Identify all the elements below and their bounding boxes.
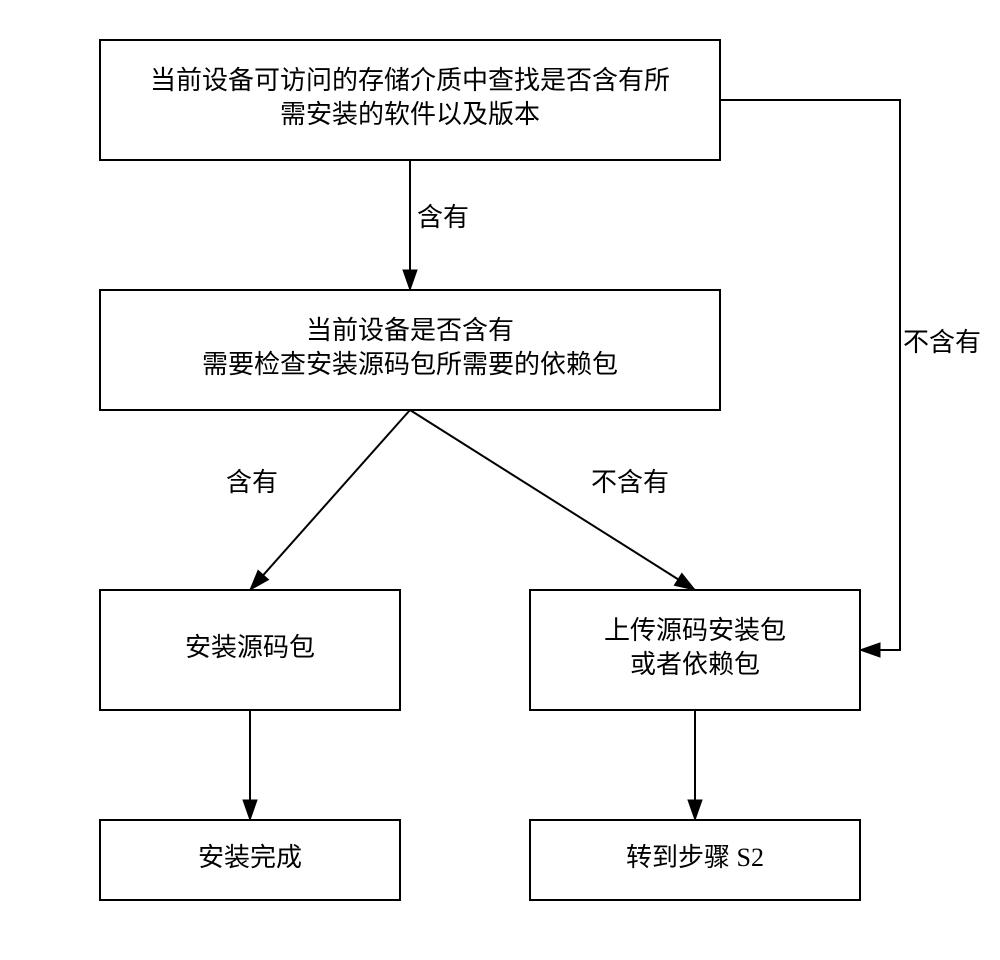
arrowhead-e5 — [243, 800, 257, 820]
edge-e2 — [250, 410, 410, 590]
node-n1-line-1: 需安装的软件以及版本 — [280, 100, 540, 129]
node-n3-line-0: 安装源码包 — [185, 633, 315, 662]
edge-label-e1: 含有 — [417, 203, 469, 232]
arrowhead-e3 — [674, 573, 695, 590]
edge-label-e3: 不含有 — [591, 468, 669, 497]
node-n5: 安装完成 — [100, 820, 400, 900]
node-n6-line-0: 转到步骤 S2 — [626, 843, 764, 872]
edge-label-e2: 含有 — [226, 468, 278, 497]
edge-label-e4: 不含有 — [903, 328, 981, 357]
edge-e4 — [720, 100, 900, 650]
node-n5-line-0: 安装完成 — [198, 843, 302, 872]
node-n2: 当前设备是否含有需要检查安装源码包所需要的依赖包 — [100, 290, 720, 410]
node-n6: 转到步骤 S2 — [530, 820, 860, 900]
node-n2-line-0: 当前设备是否含有 — [306, 316, 514, 345]
node-n4-line-0: 上传源码安装包 — [604, 616, 786, 645]
node-n3: 安装源码包 — [100, 590, 400, 710]
arrowhead-e4 — [860, 643, 880, 657]
arrowhead-e6 — [688, 800, 702, 820]
edge-e3 — [410, 410, 695, 590]
node-n4: 上传源码安装包或者依赖包 — [530, 590, 860, 710]
node-n4-line-1: 或者依赖包 — [630, 650, 760, 679]
node-n1-line-0: 当前设备可访问的存储介质中查找是否含有所 — [150, 66, 670, 95]
node-n2-line-1: 需要检查安装源码包所需要的依赖包 — [202, 350, 618, 379]
node-n1: 当前设备可访问的存储介质中查找是否含有所需安装的软件以及版本 — [100, 40, 720, 160]
arrowhead-e1 — [403, 270, 417, 290]
flowchart-diagram: 含有含有不含有不含有当前设备可访问的存储介质中查找是否含有所需安装的软件以及版本… — [0, 0, 1000, 960]
